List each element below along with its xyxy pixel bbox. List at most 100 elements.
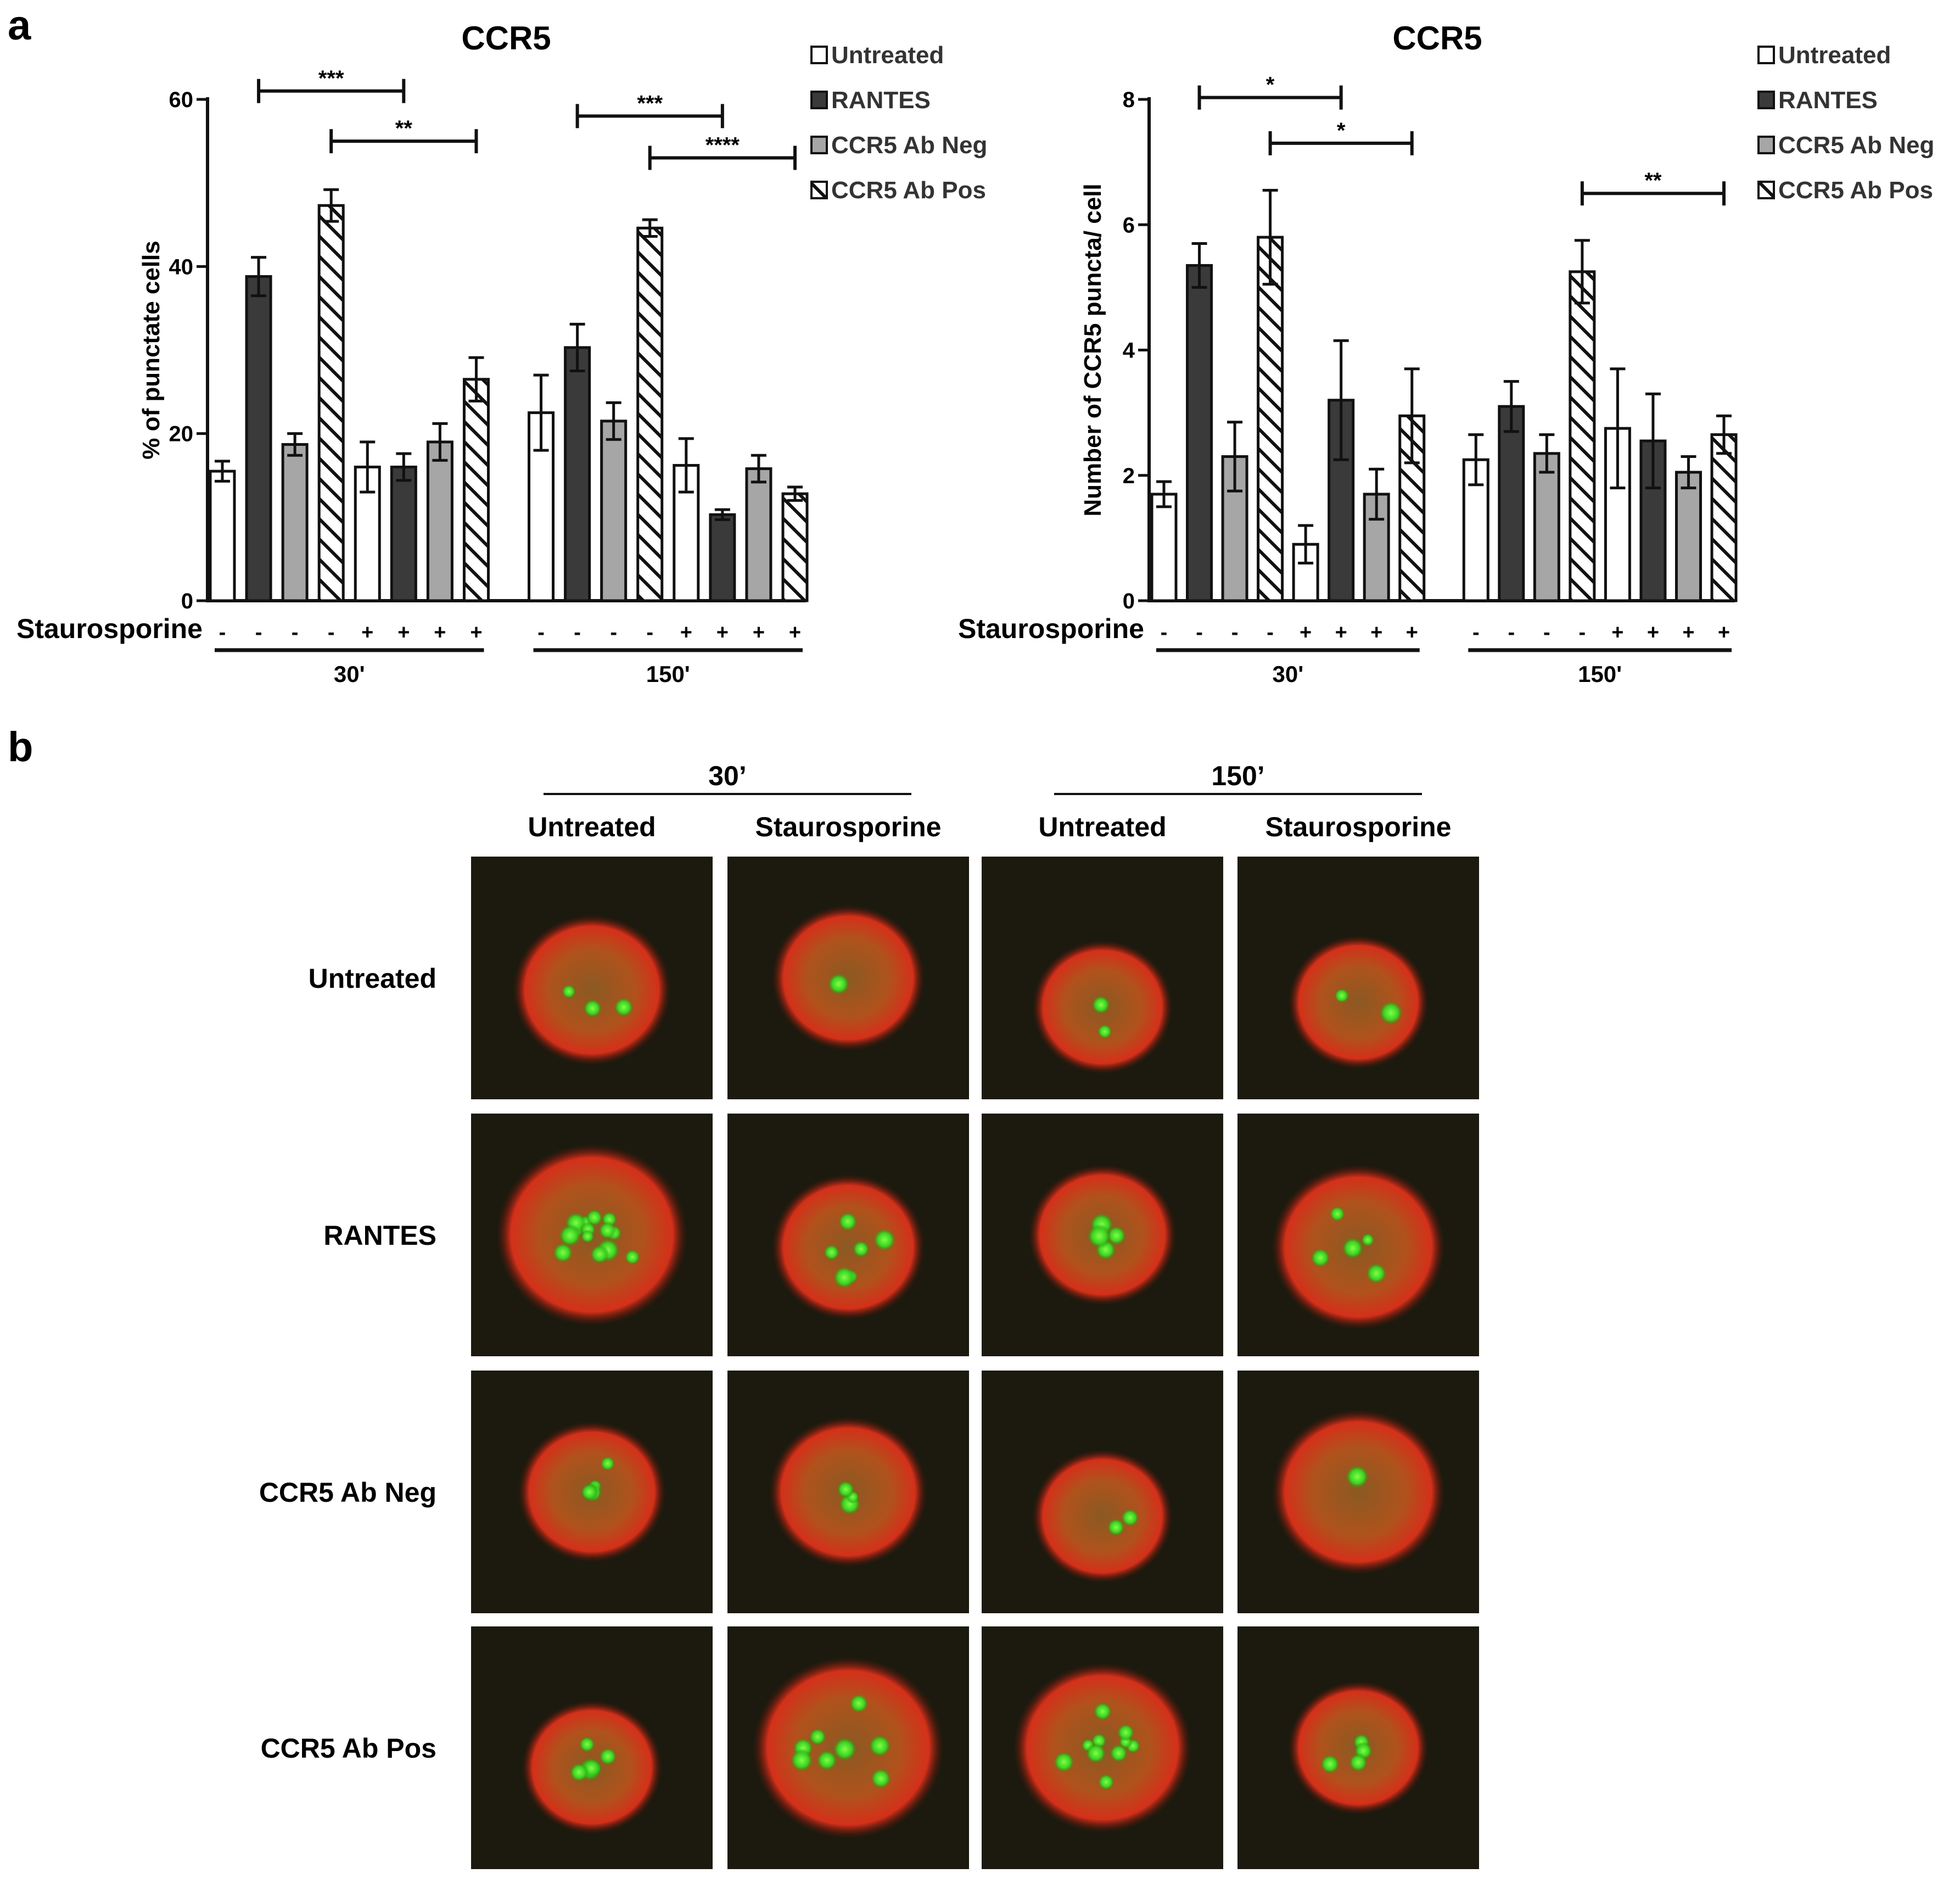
staurosporine-sign: +	[470, 621, 482, 644]
ccr5-puncta	[1345, 1464, 1369, 1489]
y-tick-label: 60	[169, 88, 194, 112]
chart-title: CCR5	[1392, 20, 1482, 57]
staurosporine-sign: -	[219, 621, 226, 644]
legend-swatch-untreated	[810, 46, 828, 64]
ccr5-puncta	[1311, 1248, 1330, 1268]
y-tick-label: 0	[181, 589, 193, 613]
staurosporine-sign: -	[292, 621, 299, 644]
micrograph-cell	[982, 857, 1223, 1099]
micrograph-cell	[1237, 1371, 1479, 1613]
ccr5-puncta	[852, 1240, 870, 1258]
staurosporine-sign: -	[1231, 621, 1239, 644]
y-tick-label: 20	[169, 422, 194, 446]
staurosporine-sign: +	[1611, 621, 1623, 644]
bar-rantes	[245, 275, 272, 602]
staurosporine-sign: -	[1508, 621, 1515, 644]
column-header: Untreated	[1038, 812, 1166, 842]
ccr5-puncta	[1348, 1753, 1368, 1772]
ccr5-puncta	[579, 1736, 595, 1753]
time-group-label: 150'	[646, 661, 690, 687]
y-tick-label: 8	[1123, 88, 1135, 112]
time-group-header: 150’	[1211, 760, 1264, 791]
staurosporine-sign: +	[397, 621, 410, 644]
ccr5-puncta	[1361, 1233, 1375, 1247]
staurosporine-sign: +	[680, 621, 692, 644]
staurosporine-row-label: Staurosporine	[958, 613, 1144, 644]
significance-label: *	[1266, 73, 1275, 97]
ccr5-puncta	[600, 1456, 615, 1471]
row-header: CCR5 Ab Pos	[261, 1733, 436, 1764]
time-group-header: 30’	[708, 760, 747, 791]
column-header: Untreated	[528, 812, 656, 842]
time-group-label: 150'	[1578, 661, 1622, 687]
ccr5-puncta	[869, 1735, 891, 1757]
bar-ccr5-ab-pos	[317, 204, 345, 602]
ccr5-puncta	[1117, 1724, 1135, 1742]
y-tick-label: 4	[1123, 339, 1135, 363]
bar-rantes	[1186, 264, 1213, 602]
bar-rantes	[1498, 405, 1525, 602]
significance-label: *	[1337, 119, 1346, 143]
micrograph-cell	[471, 1626, 713, 1869]
ccr5-puncta	[1320, 1754, 1340, 1774]
ccr5-puncta	[809, 1728, 827, 1746]
legend-label: CCR5 Ab Pos	[831, 177, 986, 204]
y-tick-label: 0	[1123, 589, 1135, 613]
legend-label: RANTES	[1778, 87, 1878, 114]
row-header: CCR5 Ab Neg	[259, 1477, 436, 1508]
significance-label: ***	[637, 91, 663, 115]
micrograph-cell	[1237, 1114, 1479, 1356]
time-group-label: 30'	[334, 661, 365, 687]
time-group-label: 30'	[1273, 661, 1304, 687]
chart-puncta-per-cell: CCR5 Number of CCR5 puncta/ cell 0 2 4 6 8 - - - -…	[958, 20, 1738, 687]
ccr5-puncta	[580, 1483, 598, 1501]
ccr5-puncta	[1365, 1263, 1387, 1284]
bar-ccr5-ab-pos	[636, 226, 664, 602]
legend-label: CCR5 Ab Pos	[1778, 177, 1933, 204]
staurosporine-sign: +	[789, 621, 801, 644]
micrograph-cell	[982, 1626, 1223, 1869]
panel-b-label: b	[8, 724, 33, 770]
ccr5-puncta	[552, 1242, 573, 1263]
micrograph-cell	[471, 1371, 713, 1613]
ccr5-puncta	[833, 1266, 856, 1289]
staurosporine-sign: +	[1335, 621, 1347, 644]
micrograph-cell	[982, 1114, 1223, 1356]
chart-title: CCR5	[461, 20, 551, 57]
bar-ccr5-ab-neg	[745, 467, 772, 602]
staurosporine-sign: +	[361, 621, 373, 644]
legend-swatch-ccr5-ab-neg	[810, 136, 828, 154]
significance-label: ****	[705, 133, 740, 158]
cell-body	[772, 1175, 925, 1320]
panel-a-label: a	[8, 2, 31, 49]
column-header: Staurosporine	[755, 812, 942, 842]
ccr5-puncta	[1329, 1206, 1346, 1222]
bar-ccr5-ab-neg	[281, 443, 309, 602]
ccr5-puncta	[873, 1228, 896, 1251]
legend-swatch-ccr5-ab-pos	[810, 181, 828, 199]
cell-body	[1288, 936, 1429, 1069]
bar-rantes	[564, 346, 591, 602]
bar-ccr5-ab-pos	[781, 492, 809, 602]
row-header: RANTES	[323, 1220, 436, 1251]
bar-ccr5-ab-pos	[1257, 236, 1284, 602]
ccr5-puncta	[838, 1212, 858, 1232]
staurosporine-sign: +	[434, 621, 446, 644]
staurosporine-sign: -	[646, 621, 653, 644]
legend-label: RANTES	[831, 87, 931, 114]
bar-ccr5-ab-neg	[426, 440, 453, 602]
staurosporine-sign: -	[328, 621, 335, 644]
staurosporine-sign: -	[610, 621, 617, 644]
ccr5-puncta	[1097, 1024, 1112, 1039]
micrograph-cell	[982, 1371, 1223, 1613]
staurosporine-sign: -	[1196, 621, 1203, 644]
bar-untreated	[1150, 493, 1178, 602]
ccr5-puncta	[583, 999, 602, 1018]
staurosporine-sign: +	[1718, 621, 1730, 644]
ccr5-puncta	[827, 973, 850, 995]
ccr5-puncta	[790, 1748, 814, 1772]
ccr5-puncta	[1087, 1224, 1112, 1249]
ccr5-puncta	[849, 1693, 869, 1713]
staurosporine-sign: +	[1370, 621, 1382, 644]
micrograph-cell	[727, 1626, 969, 1869]
